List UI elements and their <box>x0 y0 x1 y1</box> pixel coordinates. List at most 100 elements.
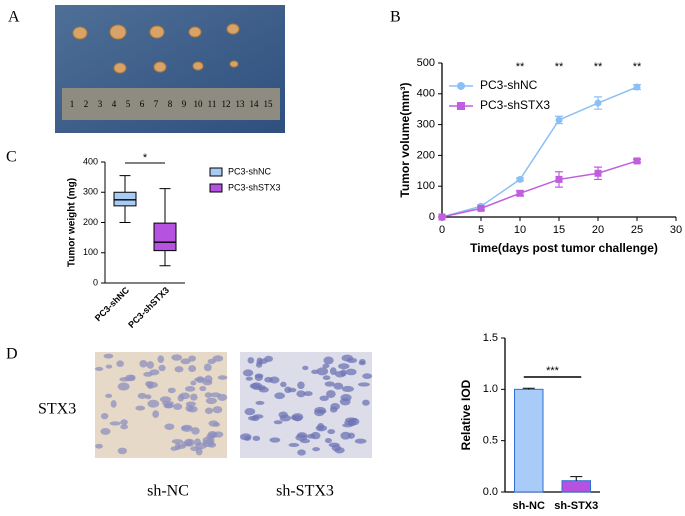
cell-nucleus <box>137 392 147 399</box>
cell-nucleus <box>203 363 212 372</box>
tumor <box>153 61 167 73</box>
marker <box>633 157 641 165</box>
ruler-label: 5 <box>126 99 131 109</box>
cell-nucleus <box>100 412 109 420</box>
tumor <box>113 62 127 74</box>
ruler-label: 14 <box>250 99 260 109</box>
cell-nucleus <box>158 364 166 372</box>
cell-nucleus <box>245 376 253 381</box>
legend-marker <box>457 102 465 110</box>
ruler-label: 7 <box>154 99 159 109</box>
cell-nucleus <box>180 358 191 365</box>
tumor <box>72 26 88 40</box>
y-tick-label: 1.5 <box>483 332 498 344</box>
x-tick-label: 20 <box>592 224 604 236</box>
x-tick-label: 0 <box>439 224 445 236</box>
ruler-label: 1 <box>70 99 75 109</box>
x-tick-label: 5 <box>478 224 484 236</box>
cell-nucleus <box>269 376 280 384</box>
cell-nucleus <box>252 435 261 441</box>
x-tick-label: PC3-shNC <box>93 285 132 324</box>
cell-nucleus <box>167 387 176 394</box>
cell-nucleus <box>280 381 287 388</box>
cell-nucleus <box>135 405 146 411</box>
cell-nucleus <box>347 432 355 439</box>
legend-label: PC3-shSTX3 <box>228 182 281 192</box>
y-tick-label: 400 <box>417 88 435 100</box>
ruler-label: 10 <box>194 99 204 109</box>
cell-nucleus <box>317 409 327 414</box>
ruler-label: 8 <box>168 99 173 109</box>
cell-nucleus <box>274 392 285 400</box>
y-tick-label: 200 <box>83 217 98 227</box>
cell-nucleus <box>349 417 360 426</box>
cell-nucleus <box>100 427 111 435</box>
panel-label: B <box>390 9 401 26</box>
y-tick-label: 300 <box>83 187 98 197</box>
cell-nucleus <box>205 397 217 405</box>
ruler-label: 13 <box>236 99 246 109</box>
cell-nucleus <box>362 399 370 406</box>
cell-nucleus <box>255 400 265 405</box>
cell-nucleus <box>297 381 305 390</box>
significance: * <box>143 152 148 164</box>
cell-nucleus <box>322 363 330 369</box>
y-axis-label: Tumor volume(mm³) <box>398 82 412 197</box>
y-tick-label: 0.0 <box>483 486 498 498</box>
ruler-label: 12 <box>222 99 231 109</box>
cell-nucleus <box>338 363 350 370</box>
cell-nucleus <box>269 437 281 443</box>
cell-nucleus <box>147 399 160 408</box>
marker <box>516 175 524 183</box>
x-tick-label: PC3-shSTX3 <box>126 285 171 330</box>
legend-label: PC3-shNC <box>480 78 538 92</box>
cell-nucleus <box>341 354 354 362</box>
cell-nucleus <box>116 360 124 367</box>
tumor <box>149 25 165 39</box>
cell-nucleus <box>105 393 113 399</box>
cell-nucleus <box>204 392 213 398</box>
marker <box>516 189 524 197</box>
row-label: STX3 <box>38 401 76 418</box>
cell-nucleus <box>194 377 206 382</box>
ruler-label: 15 <box>264 99 274 109</box>
cell-nucleus <box>204 407 214 415</box>
cell-nucleus <box>291 414 298 421</box>
cell-nucleus <box>173 403 183 410</box>
cell-nucleus <box>362 373 373 379</box>
legend-marker <box>457 82 465 90</box>
cell-nucleus <box>327 429 336 435</box>
legend-label: PC3-shSTX3 <box>480 98 550 112</box>
ruler-label: 9 <box>182 99 187 109</box>
panel-label: C <box>6 149 17 166</box>
cell-nucleus <box>244 407 256 416</box>
cell-nucleus <box>146 361 154 369</box>
cell-nucleus <box>247 357 255 364</box>
cell-nucleus <box>258 386 269 393</box>
x-axis-label: Time(days post tumor challenge) <box>470 241 658 255</box>
cell-nucleus <box>322 375 331 380</box>
cell-nucleus <box>105 364 113 369</box>
error-bar <box>570 476 583 481</box>
significance: ** <box>633 61 642 73</box>
significance: ** <box>516 61 525 73</box>
cell-nucleus <box>94 366 104 371</box>
cell-nucleus <box>249 383 260 389</box>
cell-nucleus <box>255 361 263 368</box>
cell-nucleus <box>110 400 117 408</box>
ruler-label: 2 <box>84 99 89 109</box>
cell-nucleus <box>288 442 300 448</box>
cell-nucleus <box>171 354 183 361</box>
ruler <box>62 88 280 120</box>
cell-nucleus <box>326 390 336 398</box>
x-tick-label: sh-STX3 <box>554 500 598 512</box>
ruler-label: 3 <box>98 99 103 109</box>
cell-nucleus <box>303 391 313 397</box>
y-tick-label: 100 <box>83 247 98 257</box>
cell-nucleus <box>147 384 154 389</box>
cell-nucleus <box>296 390 306 398</box>
cell-nucleus <box>330 403 340 410</box>
tumor <box>109 24 127 40</box>
significance: ** <box>594 61 603 73</box>
